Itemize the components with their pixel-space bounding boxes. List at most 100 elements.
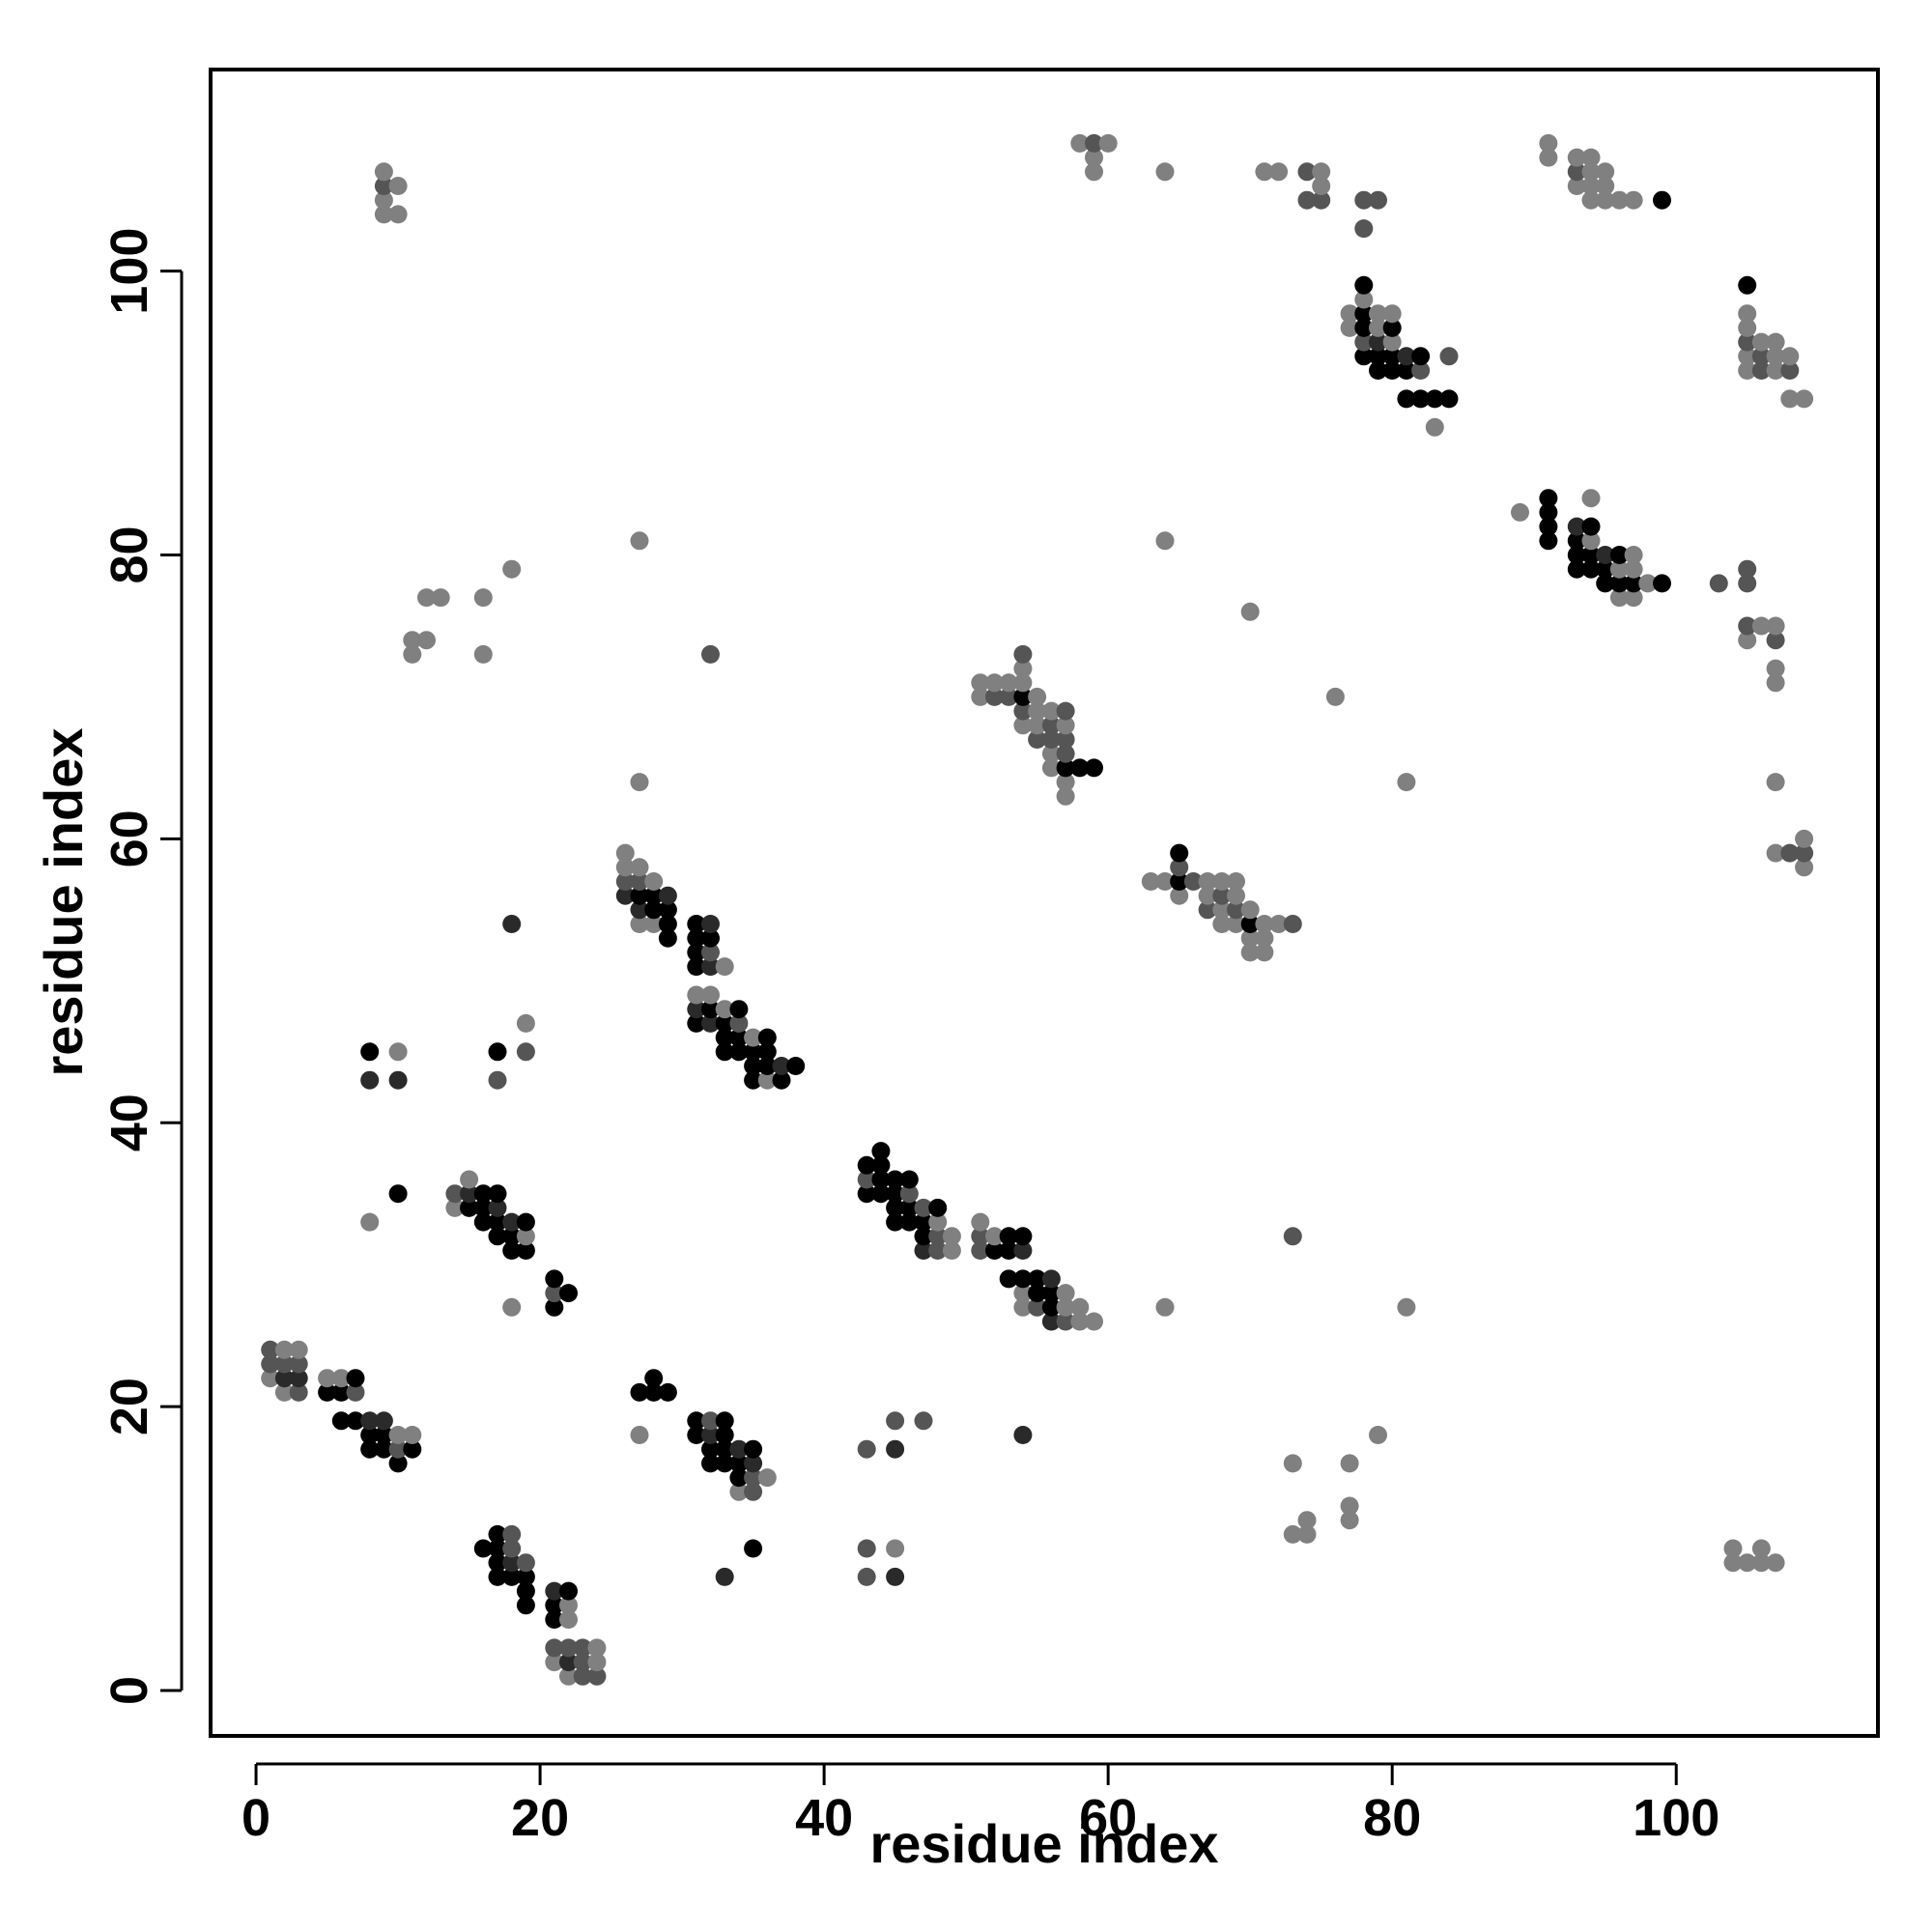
data-point <box>1738 559 1757 579</box>
data-point <box>1013 673 1033 693</box>
data-point <box>1041 730 1061 749</box>
data-point <box>473 1184 493 1204</box>
data-point <box>886 1439 905 1459</box>
x-axis-title: residue index <box>869 1813 1218 1874</box>
data-point <box>1780 843 1800 863</box>
data-point <box>644 872 664 891</box>
data-point <box>715 957 734 977</box>
data-point <box>857 1439 876 1459</box>
data-point <box>1340 304 1359 324</box>
data-point <box>1240 928 1260 948</box>
data-point <box>1609 588 1629 608</box>
data-point <box>971 1227 990 1246</box>
data-point <box>687 985 706 1005</box>
data-point <box>1255 928 1274 948</box>
data-point <box>1340 318 1359 337</box>
data-point <box>1028 1297 1047 1317</box>
data-point <box>615 886 635 905</box>
data-point <box>1751 332 1771 352</box>
data-point <box>630 1382 649 1402</box>
data-point <box>757 1468 777 1488</box>
data-point <box>1766 659 1785 678</box>
data-point <box>1013 716 1033 735</box>
data-point <box>1283 1454 1302 1473</box>
data-point <box>1567 559 1586 579</box>
data-point <box>488 1212 507 1232</box>
data-point <box>488 1070 507 1090</box>
data-point <box>374 177 393 195</box>
data-point <box>1539 489 1558 508</box>
data-point <box>587 1666 607 1686</box>
data-point <box>559 1610 578 1629</box>
data-point <box>871 1155 891 1175</box>
data-point <box>914 1212 933 1232</box>
data-point <box>559 1638 578 1658</box>
data-point <box>1738 361 1757 380</box>
data-point <box>899 1184 919 1204</box>
data-point <box>460 1198 479 1217</box>
data-point <box>1609 559 1629 579</box>
data-point <box>729 1000 749 1019</box>
data-point <box>1780 347 1800 366</box>
data-point <box>985 687 1004 706</box>
data-point <box>502 1524 522 1544</box>
data-point <box>1567 162 1586 182</box>
data-point <box>985 673 1004 693</box>
data-point <box>757 1042 777 1062</box>
data-point <box>715 1454 734 1473</box>
data-point <box>1170 843 1189 863</box>
data-point <box>1041 744 1061 763</box>
data-point <box>615 858 635 877</box>
data-point <box>289 1340 308 1359</box>
data-point <box>261 1354 280 1374</box>
data-point <box>559 1596 578 1615</box>
data-point <box>744 1468 763 1488</box>
data-point <box>1041 701 1061 721</box>
data-point <box>1198 886 1217 905</box>
data-point <box>744 1539 763 1558</box>
data-point <box>502 1297 522 1317</box>
data-point <box>630 1426 649 1444</box>
data-point <box>502 1567 522 1586</box>
data-point <box>1425 389 1444 409</box>
data-point <box>1581 162 1601 182</box>
data-point <box>701 985 720 1005</box>
data-point <box>1354 275 1374 295</box>
data-point <box>1070 758 1090 778</box>
data-point <box>473 1539 493 1558</box>
data-point <box>1397 347 1416 366</box>
data-point <box>473 1212 493 1232</box>
data-point <box>573 1638 592 1658</box>
data-point <box>1766 843 1785 863</box>
data-point <box>274 1369 294 1388</box>
data-point <box>1297 190 1317 210</box>
data-point <box>274 1340 294 1359</box>
data-point <box>1028 730 1047 749</box>
data-point <box>331 1411 351 1431</box>
data-point <box>658 928 677 948</box>
y-axis-title: residue index <box>33 727 94 1076</box>
data-point <box>701 1013 720 1033</box>
data-point <box>1596 546 1615 564</box>
data-point <box>346 1369 365 1388</box>
data-point <box>445 1198 465 1217</box>
data-point <box>630 858 649 877</box>
data-point <box>1751 616 1771 636</box>
data-point <box>1170 858 1189 877</box>
data-point <box>630 900 649 920</box>
data-point <box>971 687 990 706</box>
data-point <box>488 1227 507 1246</box>
data-point <box>1255 943 1274 962</box>
data-point <box>516 1212 535 1232</box>
data-point <box>1795 829 1814 848</box>
data-point <box>545 1610 564 1629</box>
data-point <box>687 1411 706 1431</box>
data-point <box>1581 489 1601 508</box>
data-point <box>1795 858 1814 877</box>
data-point <box>1354 304 1374 324</box>
data-point <box>1567 177 1586 195</box>
data-point <box>999 1227 1018 1246</box>
data-point <box>1439 389 1459 409</box>
data-point <box>1085 133 1103 153</box>
data-point <box>630 886 649 905</box>
